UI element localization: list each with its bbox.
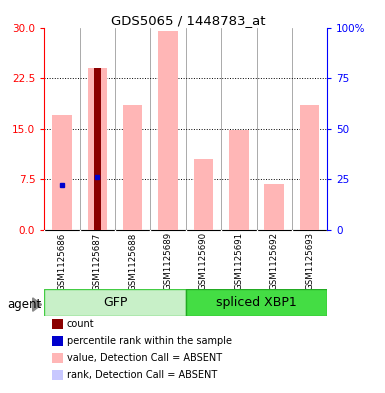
Bar	[88, 68, 107, 230]
Bar	[305, 185, 314, 230]
Text: GDS5065 / 1448783_at: GDS5065 / 1448783_at	[111, 14, 266, 27]
Text: GSM1125690: GSM1125690	[199, 232, 208, 290]
Bar	[300, 105, 319, 230]
Text: GSM1125693: GSM1125693	[305, 232, 314, 290]
Bar	[264, 184, 284, 230]
Bar	[128, 182, 137, 230]
Bar	[52, 115, 72, 230]
Text: GFP: GFP	[103, 296, 127, 309]
Text: GSM1125687: GSM1125687	[93, 232, 102, 290]
Bar	[123, 105, 142, 230]
Text: count: count	[67, 319, 94, 329]
Bar	[270, 209, 279, 230]
Bar	[194, 159, 213, 230]
Polygon shape	[33, 298, 42, 311]
Text: value, Detection Call = ABSENT: value, Detection Call = ABSENT	[67, 353, 222, 363]
Bar	[158, 31, 178, 230]
Bar	[164, 174, 172, 230]
Text: spliced XBP1: spliced XBP1	[216, 296, 297, 309]
Text: agent: agent	[8, 298, 42, 311]
Bar	[199, 191, 208, 230]
Bar	[93, 177, 102, 230]
Text: GSM1125686: GSM1125686	[57, 232, 67, 290]
Text: GSM1125689: GSM1125689	[164, 232, 172, 290]
Text: rank, Detection Call = ABSENT: rank, Detection Call = ABSENT	[67, 370, 217, 380]
Bar	[57, 184, 66, 230]
Bar	[186, 289, 327, 316]
Bar	[229, 130, 249, 230]
Text: GSM1125692: GSM1125692	[270, 232, 279, 290]
Bar	[44, 289, 186, 316]
Text: GSM1125691: GSM1125691	[234, 232, 243, 290]
Bar	[234, 188, 243, 230]
Text: GSM1125688: GSM1125688	[128, 232, 137, 290]
Text: percentile rank within the sample: percentile rank within the sample	[67, 336, 232, 346]
Bar	[94, 68, 100, 230]
